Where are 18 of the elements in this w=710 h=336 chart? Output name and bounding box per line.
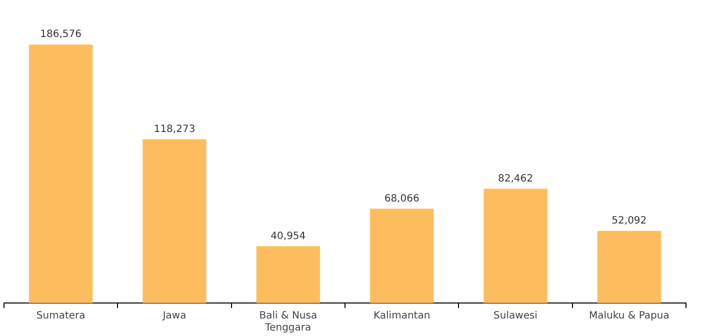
bar: [597, 230, 661, 303]
data-label: 186,576: [40, 29, 82, 40]
data-label: 40,954: [270, 230, 306, 242]
bar: [29, 44, 93, 303]
x-tick-label: Bali & Nusa Tenggara: [259, 310, 318, 334]
bar: [256, 246, 320, 303]
x-tick-label: Sumatera: [36, 310, 86, 322]
data-label: 118,273: [154, 124, 196, 135]
bar: [142, 139, 206, 303]
data-label: 82,462: [498, 173, 533, 184]
bar: [370, 208, 434, 303]
x-tick-label: Jawa: [162, 310, 186, 322]
x-tick-label: Kalimantan: [373, 310, 430, 322]
data-label: 68,066: [384, 193, 420, 204]
bar: [484, 188, 548, 303]
x-tick-label: Maluku & Papua: [588, 310, 670, 322]
x-tick-label: Sulawesi: [494, 310, 538, 322]
data-label: 52,092: [612, 215, 647, 226]
